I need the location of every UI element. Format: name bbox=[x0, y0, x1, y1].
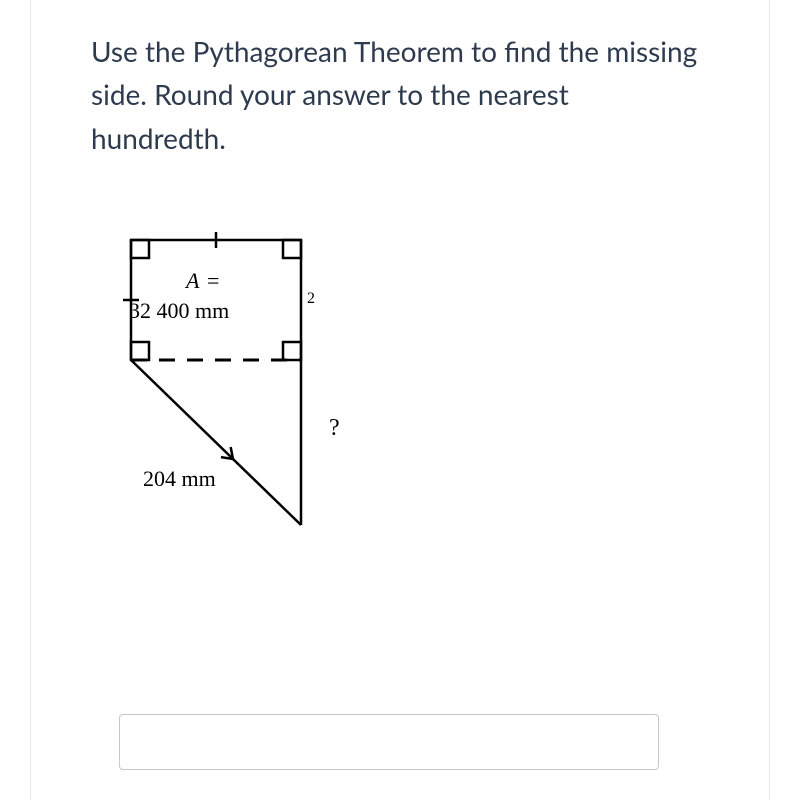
question-text: Use the Pythagorean Theorem to find the … bbox=[91, 30, 709, 160]
area-label-value: 32 400 mm bbox=[129, 298, 229, 324]
area-label-line1: A = bbox=[186, 268, 219, 294]
hypotenuse-label: 204 mm bbox=[143, 466, 216, 492]
question-panel: Use the Pythagorean Theorem to find the … bbox=[30, 0, 770, 800]
unknown-side-label: ? bbox=[329, 415, 340, 442]
geometry-figure: A = 32 400 mm 2 ? 204 mm bbox=[111, 230, 411, 560]
answer-input[interactable] bbox=[119, 714, 659, 770]
area-label-exponent: 2 bbox=[307, 290, 315, 308]
figure-svg bbox=[111, 230, 411, 550]
